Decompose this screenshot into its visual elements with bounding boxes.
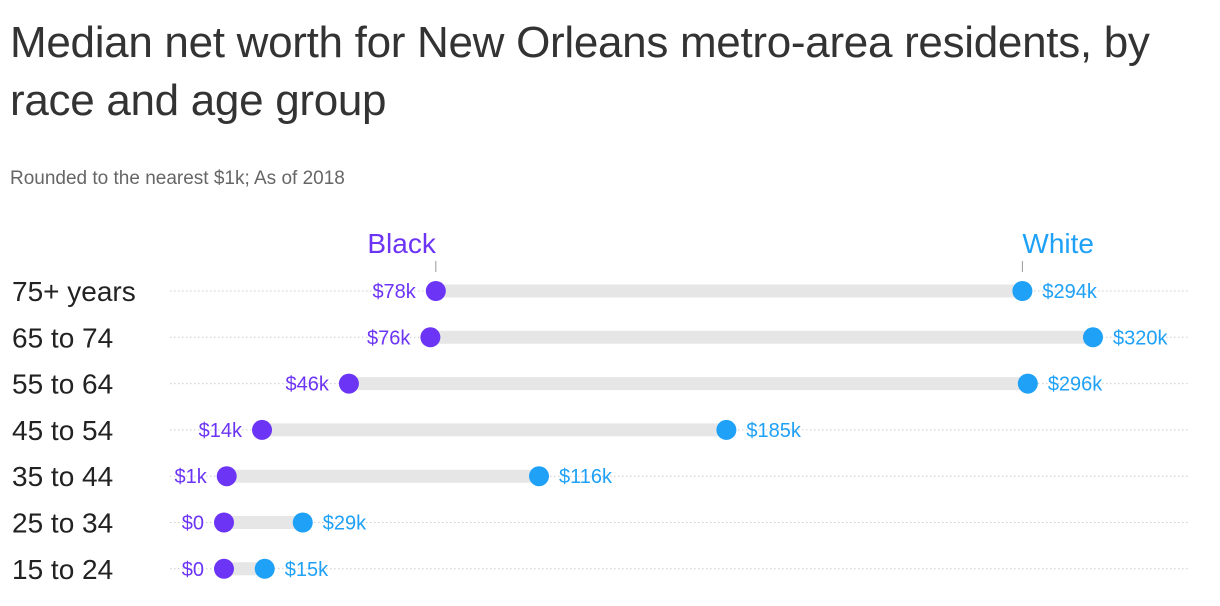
chart-title: Median net worth for New Orleans metro-a… <box>10 18 1150 125</box>
black-dot <box>420 327 441 348</box>
black-dot <box>216 466 237 487</box>
white-value-label: $15k <box>285 559 329 581</box>
white-dot <box>1012 281 1033 301</box>
black-value-label: $14k <box>199 420 243 442</box>
black-dot <box>214 558 234 579</box>
white-value-label: $185k <box>746 420 801 442</box>
row-label: 45 to 54 <box>12 415 113 446</box>
row-label: 55 to 64 <box>12 369 113 400</box>
white-dot <box>529 466 550 487</box>
black-value-label: $76k <box>367 327 411 349</box>
black-value-label: $78k <box>372 281 416 303</box>
black-dot <box>252 419 273 440</box>
black-value-label: $1k <box>174 466 207 488</box>
legend-label-white: White <box>1022 228 1094 259</box>
row-label: 15 to 24 <box>12 554 113 585</box>
chart-subtitle: Rounded to the nearest $1k; As of 2018 <box>10 168 345 189</box>
row-label: 25 to 34 <box>12 508 113 539</box>
white-dot <box>1083 327 1103 348</box>
white-value-label: $296k <box>1048 374 1103 396</box>
legend-label-black: Black <box>367 228 436 259</box>
row-label: 75+ years <box>12 276 136 307</box>
black-dot <box>214 512 234 533</box>
white-dot <box>292 512 313 533</box>
black-value-label: $46k <box>286 374 330 396</box>
white-dot <box>716 419 737 440</box>
black-dot <box>338 373 359 394</box>
white-value-label: $320k <box>1113 327 1168 349</box>
row-label: 65 to 74 <box>12 322 113 353</box>
white-value-label: $116k <box>559 466 613 488</box>
row-label: 35 to 44 <box>12 461 113 492</box>
black-value-label: $0 <box>182 559 204 581</box>
black-value-label: $0 <box>182 513 204 535</box>
white-dot <box>1017 373 1038 394</box>
black-dot <box>425 281 446 301</box>
white-value-label: $29k <box>323 513 367 535</box>
white-dot <box>254 558 275 579</box>
white-value-label: $294k <box>1042 281 1097 303</box>
